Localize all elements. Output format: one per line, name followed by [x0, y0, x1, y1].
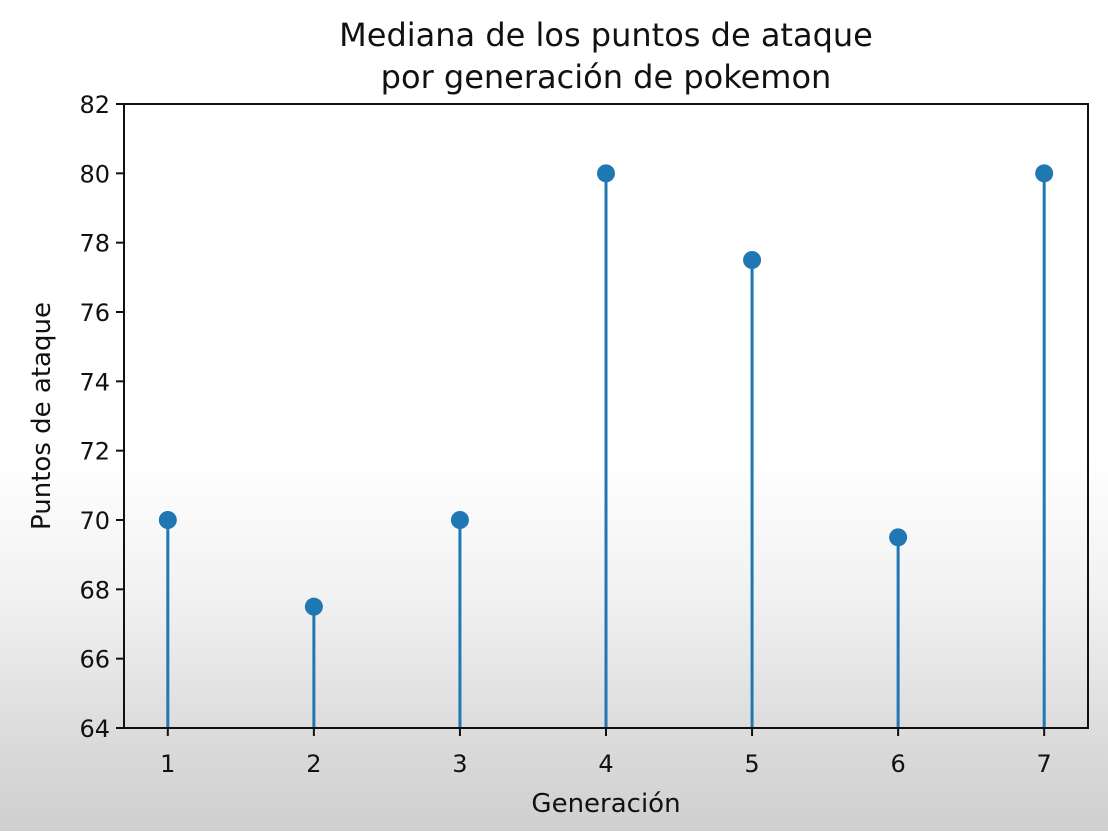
y-tick-label: 64 [79, 715, 110, 743]
y-tick-label: 68 [79, 576, 110, 604]
x-axis: 1 2 3 4 5 6 7 [160, 728, 1052, 778]
stem-marker [304, 597, 323, 616]
y-tick-label: 66 [79, 646, 110, 674]
x-tick-label: 2 [306, 750, 321, 778]
data-series [158, 164, 1054, 728]
y-tick-label: 82 [79, 91, 110, 119]
y-axis: 64 66 68 70 72 74 76 78 80 82 [79, 91, 124, 743]
x-axis-label: Generación [531, 789, 680, 819]
y-tick-label: 76 [79, 299, 110, 327]
stem-marker [597, 164, 615, 183]
stem-marker [450, 511, 469, 529]
chart-title-line-2: por generación de pokemon [381, 58, 832, 96]
y-tick-label: 74 [79, 368, 110, 396]
stem-marker [889, 528, 908, 547]
chart-title-line-1: Mediana de los puntos de ataque [339, 16, 873, 54]
y-tick-label: 70 [79, 507, 110, 535]
x-tick-label: 3 [452, 750, 467, 778]
stem-marker [1035, 164, 1054, 183]
x-tick-label: 7 [1037, 750, 1052, 778]
y-axis-label: Puntos de ataque [27, 302, 57, 530]
x-tick-label: 5 [744, 750, 759, 778]
y-tick-label: 80 [79, 160, 110, 188]
y-tick-label: 78 [79, 230, 110, 258]
x-tick-label: 4 [598, 750, 613, 778]
plot-frame [123, 103, 1089, 729]
stem-marker [158, 511, 177, 529]
y-tick-label: 72 [79, 438, 110, 466]
x-tick-label: 6 [890, 750, 905, 778]
stem-marker [743, 251, 762, 269]
x-tick-label: 1 [160, 750, 175, 778]
